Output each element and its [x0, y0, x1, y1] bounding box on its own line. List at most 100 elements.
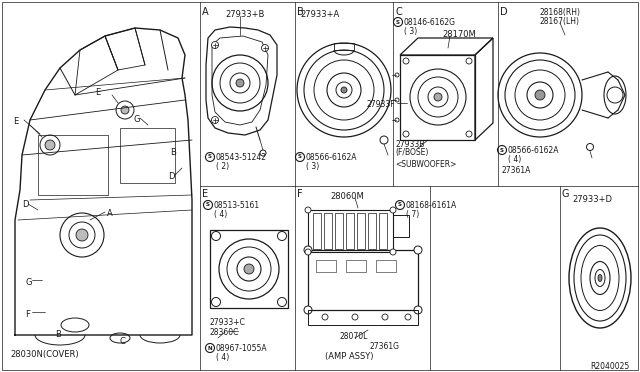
Text: 08566-6162A: 08566-6162A [306, 153, 358, 162]
Text: D: D [22, 200, 29, 209]
Text: <SUBWOOFER>: <SUBWOOFER> [395, 160, 456, 169]
Bar [346, 260, 366, 272]
Text: 08513-5161: 08513-5161 [214, 201, 260, 210]
Text: ( 4): ( 4) [214, 210, 227, 219]
Text: 28070L: 28070L [340, 332, 369, 341]
Circle shape [304, 246, 312, 254]
Circle shape [296, 153, 305, 161]
Bar [308, 210, 393, 252]
Text: 28170M: 28170M [442, 30, 476, 39]
Circle shape [466, 131, 472, 137]
Text: S: S [298, 154, 302, 160]
Text: 27361A: 27361A [502, 166, 531, 175]
Circle shape [76, 229, 88, 241]
Circle shape [382, 314, 388, 320]
Text: F: F [25, 310, 30, 319]
Bar [379, 213, 387, 249]
Circle shape [305, 249, 311, 255]
Bar [210, 230, 288, 308]
Text: S: S [208, 154, 212, 160]
Text: 28168(RH): 28168(RH) [540, 8, 581, 17]
Circle shape [204, 201, 212, 209]
Text: 08146-6162G: 08146-6162G [404, 18, 456, 27]
Text: 27361G: 27361G [370, 342, 400, 351]
Text: A: A [202, 7, 209, 17]
Bar [313, 213, 321, 249]
Text: B: B [170, 148, 176, 157]
Text: G: G [133, 115, 140, 124]
Circle shape [403, 58, 409, 64]
Bar [335, 213, 343, 249]
Circle shape [434, 93, 442, 101]
Bar [308, 310, 418, 325]
Ellipse shape [598, 275, 602, 282]
Text: ( 4): ( 4) [508, 155, 521, 164]
Bar [324, 213, 332, 249]
Circle shape [322, 314, 328, 320]
Circle shape [466, 58, 472, 64]
Circle shape [405, 314, 411, 320]
Text: 08566-6162A: 08566-6162A [508, 146, 559, 155]
Circle shape [211, 298, 221, 307]
Bar [334, 43, 354, 50]
Text: B: B [55, 330, 61, 339]
Text: S: S [500, 148, 504, 153]
Text: ( 3): ( 3) [306, 162, 319, 171]
Text: 27933+C: 27933+C [210, 318, 246, 327]
Text: ( 2): ( 2) [216, 162, 229, 171]
Circle shape [262, 45, 269, 51]
Text: 27933+B: 27933+B [225, 10, 264, 19]
Text: ( 4): ( 4) [216, 353, 229, 362]
Bar [357, 213, 365, 249]
Bar [316, 260, 336, 272]
Circle shape [395, 118, 399, 122]
Circle shape [211, 116, 218, 124]
Text: A: A [107, 209, 113, 218]
Circle shape [497, 145, 506, 154]
Circle shape [390, 207, 396, 213]
Text: C: C [119, 337, 125, 346]
Circle shape [305, 207, 311, 213]
Circle shape [121, 106, 129, 114]
Text: G: G [25, 278, 31, 287]
Circle shape [244, 264, 254, 274]
Circle shape [414, 246, 422, 254]
Text: S: S [396, 19, 400, 25]
Text: 28030N(COVER): 28030N(COVER) [10, 350, 79, 359]
Text: 27933+D: 27933+D [572, 195, 612, 204]
Circle shape [341, 87, 347, 93]
Bar [308, 250, 418, 310]
Circle shape [236, 79, 244, 87]
Text: D: D [168, 172, 175, 181]
Circle shape [414, 306, 422, 314]
Text: S: S [206, 202, 210, 208]
Bar [120, 128, 175, 183]
Text: D: D [500, 7, 508, 17]
Text: G: G [562, 189, 570, 199]
Text: 08543-51242: 08543-51242 [216, 153, 267, 162]
Circle shape [395, 73, 399, 77]
Circle shape [45, 140, 55, 150]
Text: R2040025: R2040025 [590, 362, 629, 371]
Text: E: E [202, 189, 208, 199]
Circle shape [396, 201, 404, 209]
Text: (F/BOSE): (F/BOSE) [395, 148, 428, 157]
Text: 27933+A: 27933+A [300, 10, 339, 19]
Text: 28360C: 28360C [210, 328, 239, 337]
Text: ( 7): ( 7) [406, 210, 419, 219]
Text: E: E [13, 117, 19, 126]
Circle shape [403, 131, 409, 137]
Text: 08168-6161A: 08168-6161A [406, 201, 457, 210]
Circle shape [535, 90, 545, 100]
Bar [376, 260, 396, 272]
Circle shape [304, 306, 312, 314]
Circle shape [211, 42, 218, 48]
Bar [38, 135, 108, 195]
Bar [400, 55, 475, 140]
Text: (AMP ASSY): (AMP ASSY) [325, 352, 374, 361]
Text: ( 3): ( 3) [404, 27, 417, 36]
Text: 27933F: 27933F [366, 100, 395, 109]
Text: B: B [297, 7, 304, 17]
Bar [346, 213, 354, 249]
Text: 27933B: 27933B [395, 140, 424, 149]
